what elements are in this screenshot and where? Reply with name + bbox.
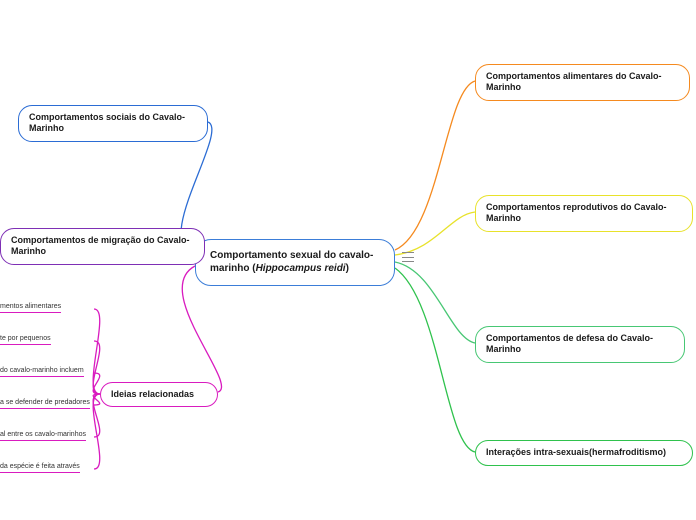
subnode-1[interactable]: te por pequenos: [0, 335, 51, 345]
edge: [395, 262, 475, 343]
center-line1: Comportamento sexual do cavalo-: [210, 250, 373, 261]
node-menu-icon[interactable]: [402, 252, 414, 262]
edge: [395, 268, 475, 452]
node-label: Comportamentos reprodutivos do Cavalo-: [486, 202, 667, 212]
node-ideias[interactable]: Ideias relacionadas: [100, 382, 218, 407]
node-label: Interações intra-sexuais(hermafroditismo…: [486, 447, 666, 457]
node-label: Marinho: [486, 344, 521, 354]
edge: [93, 373, 100, 394]
edge: [93, 394, 100, 469]
node-label: Marinho: [486, 213, 521, 223]
center-line2b: Hippocampus reidi: [256, 263, 346, 274]
edge: [395, 81, 475, 250]
node-label: Comportamentos alimentares do Cavalo-: [486, 71, 662, 81]
node-migracao[interactable]: Comportamentos de migração do Cavalo-Mar…: [0, 228, 205, 265]
subnode-4[interactable]: al entre os cavalo-marinhos: [0, 431, 86, 441]
edge: [93, 394, 100, 405]
node-label: Marinho: [11, 246, 46, 256]
subnode-2[interactable]: do cavalo-marinho incluem: [0, 367, 84, 377]
center-line2c: ): [346, 263, 349, 274]
node-label: Comportamentos de migração do Cavalo-: [11, 235, 190, 245]
edge: [395, 212, 475, 255]
subnode-0[interactable]: mentos alimentares: [0, 303, 61, 313]
node-label: Ideias relacionadas: [111, 389, 194, 399]
node-defesa[interactable]: Comportamentos de defesa do Cavalo-Marin…: [475, 326, 685, 363]
node-reprodutivos[interactable]: Comportamentos reprodutivos do Cavalo-Ma…: [475, 195, 693, 232]
node-label: Marinho: [29, 123, 64, 133]
node-alimentares[interactable]: Comportamentos alimentares do Cavalo-Mar…: [475, 64, 690, 101]
subnode-3[interactable]: a se defender de predadores: [0, 399, 90, 409]
node-label: Comportamentos sociais do Cavalo-: [29, 112, 185, 122]
subnode-5[interactable]: da espécie é feita através: [0, 463, 80, 473]
mindmap-canvas: Comportamento sexual do cavalo- marinho …: [0, 0, 696, 520]
edge: [93, 341, 100, 394]
center-node[interactable]: Comportamento sexual do cavalo- marinho …: [195, 239, 395, 286]
edge: [93, 309, 100, 394]
node-sociais[interactable]: Comportamentos sociais do Cavalo-Marinho: [18, 105, 208, 142]
node-label: Marinho: [486, 82, 521, 92]
node-intra[interactable]: Interações intra-sexuais(hermafroditismo…: [475, 440, 693, 466]
edge: [93, 394, 100, 437]
node-label: Comportamentos de defesa do Cavalo-: [486, 333, 653, 343]
center-line2a: marinho (: [210, 263, 256, 274]
